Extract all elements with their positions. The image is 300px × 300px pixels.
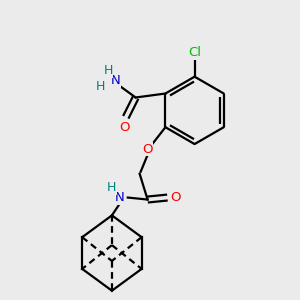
Text: H: H <box>103 64 112 77</box>
Text: O: O <box>142 142 153 155</box>
Text: H: H <box>95 80 105 93</box>
Text: Cl: Cl <box>188 46 201 59</box>
Text: N: N <box>111 74 121 87</box>
Text: O: O <box>119 121 130 134</box>
Text: H: H <box>107 181 117 194</box>
Text: N: N <box>115 191 125 204</box>
Text: O: O <box>170 191 181 204</box>
